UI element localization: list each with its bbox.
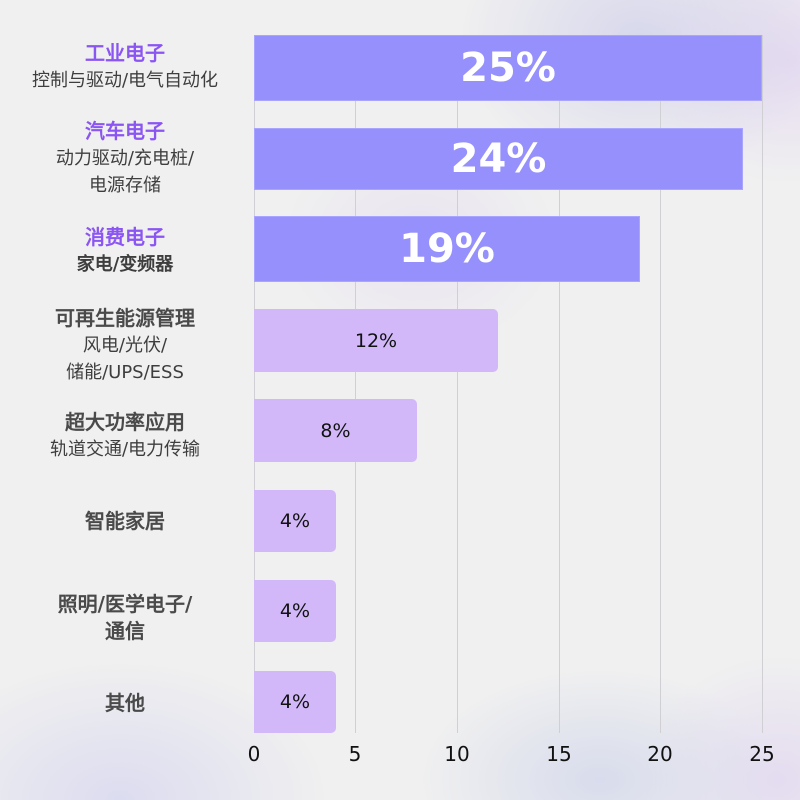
bar-high-power: 8% <box>254 399 417 462</box>
grid-line-5 <box>355 35 356 733</box>
bar-automotive-electronics: 24% <box>254 128 743 190</box>
category-subtitle: 轨道交通/电力传输 <box>49 439 201 460</box>
x-tick-10: 10 <box>444 742 470 766</box>
bar-renewable-energy: 12% <box>254 309 498 372</box>
x-tick-5: 5 <box>348 742 362 766</box>
category-title: 工业电子 <box>85 41 165 65</box>
category-label-automotive: 汽车电子 动力驱动/充电桩/ 电源存储 <box>0 118 250 199</box>
data-label: 4% <box>279 510 311 532</box>
category-label-lighting: 照明/医学电子/ 通信 <box>0 591 250 645</box>
bar-industrial-electronics: 25% <box>254 35 762 101</box>
x-tick-20: 20 <box>647 742 673 766</box>
category-title: 汽车电子 <box>85 119 165 143</box>
data-label: 24% <box>450 136 547 182</box>
bar-other: 4% <box>254 671 336 733</box>
category-title: 其他 <box>105 691 145 715</box>
data-label: 8% <box>320 419 351 442</box>
bar-smart-home: 4% <box>254 490 336 552</box>
category-label-renewable: 可再生能源管理 风电/光伏/ 储能/UPS/ESS <box>0 305 250 386</box>
category-label-other: 其他 <box>0 690 250 717</box>
category-label-smart-home: 智能家居 <box>0 508 250 535</box>
category-label-industrial: 工业电子 控制与驱动/电气自动化 <box>0 40 250 94</box>
category-subtitle: 风电/光伏/ <box>82 335 168 356</box>
grid-line-10 <box>457 35 458 733</box>
category-title: 可再生能源管理 <box>55 306 195 330</box>
x-tick-25: 25 <box>749 742 775 766</box>
category-subtitle: 储能/UPS/ESS <box>66 362 184 383</box>
bar-consumer-electronics: 19% <box>254 216 640 282</box>
category-title: 超大功率应用 <box>65 410 185 434</box>
category-subtitle: 动力驱动/充电桩/ <box>55 148 195 169</box>
category-subtitle: 控制与驱动/电气自动化 <box>31 70 219 91</box>
category-subtitle: 电源存储 <box>89 175 161 196</box>
grid-line-0 <box>254 35 255 733</box>
grid-line-15 <box>559 35 560 733</box>
category-title: 照明/医学电子/ <box>57 592 193 616</box>
grid-line-25 <box>762 35 763 733</box>
category-title: 消费电子 <box>85 225 165 249</box>
category-label-high-power: 超大功率应用 轨道交通/电力传输 <box>0 409 250 463</box>
bar-lighting-medical-comm: 4% <box>254 580 336 642</box>
data-label: 12% <box>354 329 398 352</box>
grid-line-20 <box>660 35 661 733</box>
data-label: 19% <box>399 226 495 272</box>
data-label: 4% <box>279 691 311 713</box>
category-title-line2: 通信 <box>105 619 145 643</box>
category-subtitle: 家电/变频器 <box>76 254 174 275</box>
x-tick-0: 0 <box>247 742 261 766</box>
data-label: 25% <box>460 45 556 91</box>
data-label: 4% <box>279 600 311 622</box>
category-label-consumer: 消费电子 家电/变频器 <box>0 224 250 278</box>
category-title: 智能家居 <box>85 509 165 533</box>
x-tick-15: 15 <box>546 742 572 766</box>
